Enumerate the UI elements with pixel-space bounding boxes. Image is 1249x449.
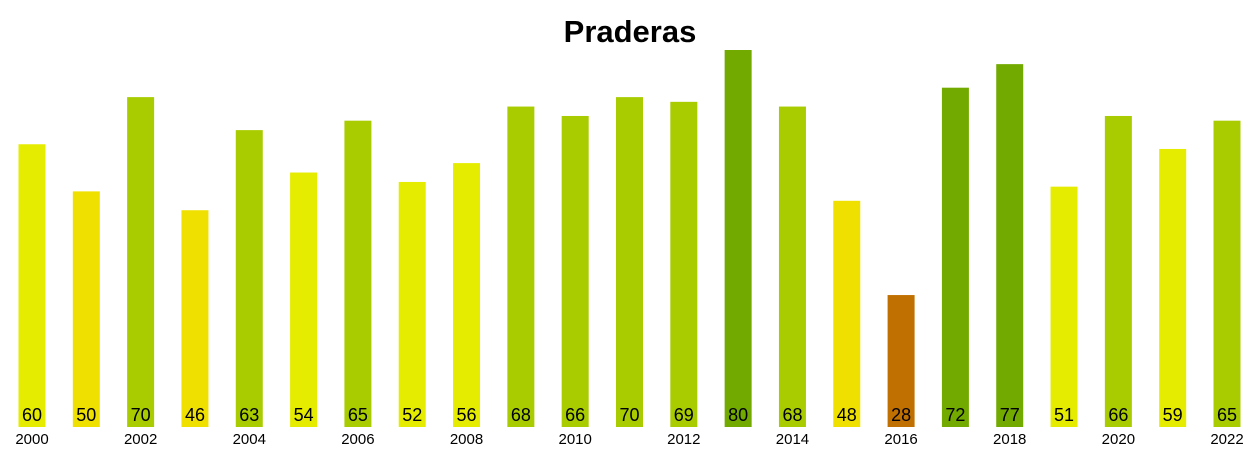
bar (235, 130, 263, 428)
value-label: 46 (185, 405, 205, 425)
x-tick-label: 2000 (15, 431, 48, 448)
value-label: 59 (1163, 405, 1183, 425)
bar (181, 210, 209, 427)
value-label: 60 (22, 405, 42, 425)
x-tick-label: 2012 (667, 431, 700, 448)
bar (398, 181, 426, 427)
x-tick-label: 2014 (776, 431, 809, 448)
bar (778, 106, 806, 428)
x-tick-label: 2018 (993, 431, 1026, 448)
bar (453, 163, 481, 427)
value-label: 80 (728, 405, 748, 425)
bar (1159, 148, 1187, 427)
value-label: 48 (837, 405, 857, 425)
bar (127, 97, 155, 427)
bar (1213, 120, 1241, 427)
x-tick-label: 2010 (558, 431, 591, 448)
value-label: 51 (1054, 405, 1074, 425)
bar (724, 50, 752, 427)
bar (670, 101, 698, 428)
value-label: 66 (565, 405, 585, 425)
x-tick-label: 2002 (124, 431, 157, 448)
bar (1104, 115, 1132, 427)
value-label: 52 (402, 405, 422, 425)
bar (344, 120, 372, 427)
value-label: 68 (511, 405, 531, 425)
x-tick-label: 2022 (1210, 431, 1243, 448)
value-label: 66 (1108, 405, 1128, 425)
x-tick-label: 2016 (884, 431, 917, 448)
bar (941, 87, 969, 427)
value-label: 70 (131, 405, 151, 425)
value-label: 69 (674, 405, 694, 425)
value-label: 56 (457, 405, 477, 425)
value-label: 65 (348, 405, 368, 425)
bar (616, 97, 643, 427)
bar (887, 295, 915, 427)
value-label: 65 (1217, 405, 1237, 425)
x-tick-label: 2004 (233, 431, 266, 448)
value-label: 72 (945, 405, 965, 425)
x-tick-label: 2020 (1102, 431, 1135, 448)
value-label: 70 (619, 405, 639, 425)
bar (507, 106, 535, 428)
bar (561, 115, 589, 427)
value-label: 54 (294, 405, 314, 425)
value-label: 77 (1000, 405, 1020, 425)
x-tick-label: 2006 (341, 431, 374, 448)
bar (290, 172, 318, 427)
value-label: 28 (891, 405, 911, 425)
bar (72, 191, 100, 427)
value-label: 68 (782, 405, 802, 425)
value-label: 50 (76, 405, 96, 425)
value-label: 63 (239, 405, 259, 425)
bar (18, 144, 46, 427)
bar (833, 200, 861, 427)
chart-title: Praderas (564, 14, 697, 49)
x-tick-label: 2008 (450, 431, 483, 448)
bar (1050, 186, 1078, 427)
bar (996, 64, 1024, 427)
